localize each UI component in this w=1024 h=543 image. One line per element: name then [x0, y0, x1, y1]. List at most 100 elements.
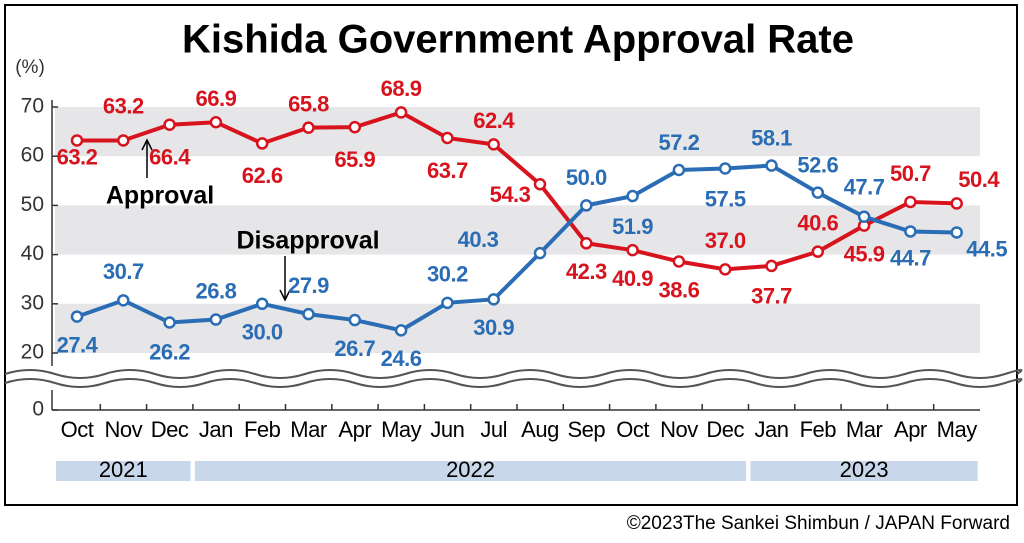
- x-tick-label: Mar: [846, 417, 883, 442]
- series-annotation: Approval: [106, 182, 214, 210]
- bands: [55, 107, 980, 353]
- point: [718, 263, 732, 276]
- series-line: [77, 110, 957, 272]
- data-label: 40.3: [458, 227, 499, 252]
- year-label: 2023: [840, 457, 889, 482]
- point: [117, 134, 130, 147]
- data-label: 27.4: [57, 332, 99, 357]
- data-label: 62.6: [242, 163, 283, 188]
- y-tick-label: 60: [21, 144, 44, 167]
- point: [70, 134, 84, 147]
- x-tick-label: Mar: [290, 417, 327, 442]
- data-label: 27.9: [288, 273, 329, 298]
- point: [302, 307, 315, 321]
- data-label: 54.3: [490, 182, 531, 207]
- x-tick-label: Feb: [244, 417, 281, 442]
- point: [117, 294, 130, 307]
- data-label: 62.4: [473, 108, 515, 133]
- data-label: 63.7: [427, 158, 468, 183]
- y-tick-label: 0: [32, 398, 44, 421]
- point: [533, 246, 547, 260]
- year-band: [194, 461, 747, 481]
- x-tick-label: Nov: [660, 417, 698, 442]
- point: [441, 131, 454, 145]
- point: [672, 163, 686, 177]
- point: [255, 297, 269, 311]
- year-band: [56, 461, 191, 481]
- series-line: [76, 163, 957, 333]
- data-label: 26.2: [149, 339, 190, 364]
- x-tick-label: Oct: [616, 417, 649, 442]
- arrow-head: [141, 138, 153, 151]
- x-tick-label: Sep: [567, 417, 605, 442]
- point: [765, 259, 778, 273]
- data-label: 42.3: [566, 259, 607, 284]
- x-tick-label: Oct: [61, 417, 94, 442]
- point: [580, 199, 593, 212]
- point: [70, 310, 84, 323]
- x-tick-label: Feb: [800, 417, 837, 442]
- arrow-head: [279, 289, 291, 302]
- x-tick-label: Aug: [521, 417, 559, 442]
- point: [950, 197, 963, 210]
- point: [904, 225, 917, 238]
- data-label: 38.6: [658, 277, 699, 302]
- x-tick-label: Nov: [104, 417, 142, 442]
- point: [487, 293, 500, 306]
- point: [255, 137, 269, 150]
- frame: [4, 4, 1018, 506]
- x-tick-label: Jan: [755, 417, 789, 442]
- data-label: 24.6: [381, 346, 422, 371]
- year-band: [750, 461, 978, 481]
- grid-band: [55, 205, 980, 255]
- data-label: 52.6: [797, 152, 838, 177]
- data-label: 65.8: [288, 91, 329, 116]
- point: [487, 138, 500, 151]
- point: [626, 189, 639, 203]
- data-label: 47.7: [844, 175, 885, 200]
- data-label: 50.7: [890, 161, 931, 186]
- point: [857, 210, 871, 223]
- data-label: 68.9: [381, 76, 422, 101]
- point: [626, 243, 639, 257]
- point: [950, 226, 963, 239]
- y-tick-label: 20: [21, 341, 44, 364]
- x-tick-label: Jun: [430, 417, 464, 442]
- x-tick-label: Apr: [894, 417, 927, 442]
- point: [441, 296, 454, 310]
- x-tick-label: Apr: [338, 417, 371, 442]
- y-tick-label: 50: [21, 193, 44, 216]
- data-label: 26.7: [334, 336, 375, 361]
- year-label: 2022: [446, 457, 495, 482]
- point: [302, 121, 315, 134]
- year-label: 2021: [99, 457, 148, 482]
- data-label: 63.2: [103, 93, 144, 118]
- grid-band: [55, 107, 980, 157]
- chart-title: Kishida Government Approval Rate: [182, 18, 854, 62]
- point: [811, 186, 825, 199]
- point: [209, 313, 223, 326]
- data-label: 37.7: [751, 284, 792, 309]
- y-tick-label: 40: [21, 242, 44, 265]
- data-label: 40.6: [797, 210, 838, 235]
- point: [533, 177, 547, 191]
- x-tick-label: Jul: [480, 417, 507, 442]
- point: [394, 324, 408, 337]
- data-label: 58.1: [751, 125, 792, 150]
- data-label: 50.0: [566, 165, 607, 190]
- data-label: 63.2: [57, 144, 98, 169]
- point: [348, 313, 362, 327]
- grid-band: [55, 303, 980, 353]
- point: [904, 195, 917, 209]
- data-label: 40.9: [612, 266, 653, 291]
- data-label: 57.2: [658, 130, 699, 155]
- data-label: 30.0: [242, 320, 283, 345]
- point: [811, 245, 825, 258]
- break-line: [4, 378, 1023, 388]
- point: [394, 106, 408, 119]
- data-label: 57.5: [705, 186, 746, 211]
- data-label: 37.0: [705, 228, 746, 253]
- data-label: 45.9: [844, 241, 885, 266]
- x-tick-label: May: [381, 417, 422, 442]
